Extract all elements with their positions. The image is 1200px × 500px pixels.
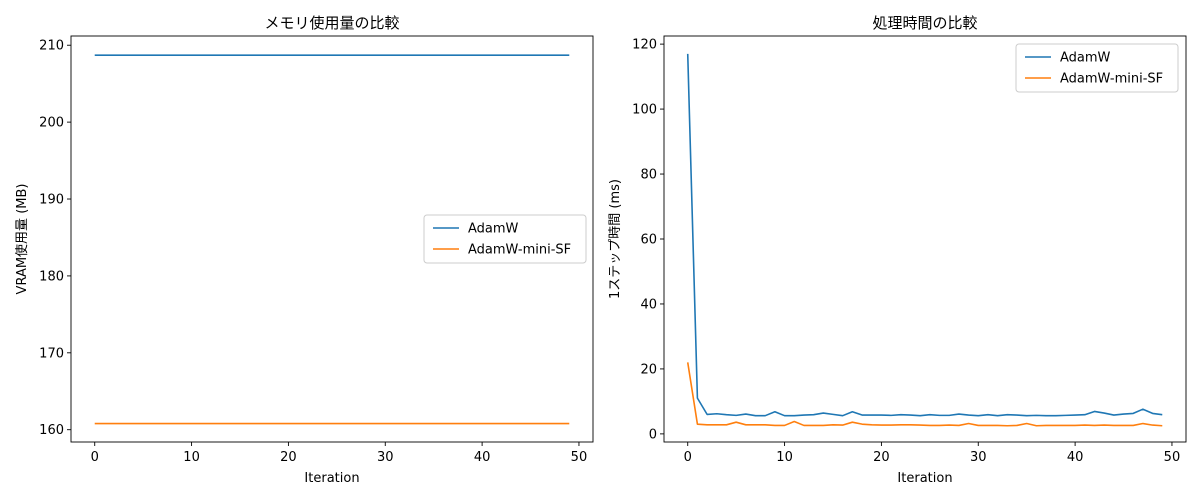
x-axis-label: Iteration [897,471,952,486]
x-tick-label: 20 [873,450,890,465]
y-tick-label: 190 [39,193,64,208]
y-tick-label: 210 [39,39,64,54]
y-tick-label: 180 [39,269,64,284]
series-line-adamw [686,53,1163,417]
y-tick-label: 0 [649,427,657,442]
y-tick-label: 170 [39,346,64,361]
series-line-adamw-mini-sf [686,362,1163,427]
x-tick-label: 0 [91,450,99,465]
x-tick-label: 20 [280,450,297,465]
x-tick-label: 10 [183,450,200,465]
legend: AdamW AdamW-mini-SF [423,214,587,264]
legend-box [1015,43,1179,93]
legend-entry-adamw-mini-sf: AdamW-mini-SF [468,243,571,258]
y-tick-label: 20 [640,362,657,377]
axes-frame [70,35,594,443]
y-tick-label: 80 [640,168,657,183]
x-tick-label: 50 [1164,450,1181,465]
legend: AdamW AdamW-mini-SF [1015,43,1179,93]
memory-chart: 0 10 20 30 40 50 160 170 180 190 200 210 メモリ使用量の比較 It… [14,14,594,486]
y-tick-label: 60 [640,233,657,248]
x-tick-label: 30 [377,450,394,465]
time-chart: 0 10 20 30 40 50 0 20 40 60 80 100 120 処理時間の比較 Iterati… [608,14,1187,486]
x-tick-label: 10 [776,450,793,465]
x-tick-label: 30 [970,450,987,465]
chart-title: メモリ使用量の比較 [264,14,399,32]
legend-entry-adamw: AdamW [468,222,519,237]
x-tick-label: 40 [1067,450,1084,465]
y-axis-label: 1ステップ時間 (ms) [608,179,623,299]
axes-frame [663,35,1187,443]
y-tick-label: 200 [39,116,64,131]
y-tick-label: 160 [39,423,64,438]
legend-entry-adamw: AdamW [1060,51,1111,66]
chart-title: 処理時間の比較 [872,14,977,32]
y-tick-label: 40 [640,297,657,312]
x-tick-label: 50 [571,450,588,465]
y-tick-label: 120 [632,38,657,53]
y-tick-label: 100 [632,103,657,118]
x-tick-label: 40 [474,450,491,465]
legend-box [423,214,587,264]
y-axis-label: VRAM使用量 (MB) [14,184,30,295]
legend-entry-adamw-mini-sf: AdamW-mini-SF [1060,72,1163,87]
x-axis-label: Iteration [304,471,359,486]
x-tick-label: 0 [684,450,692,465]
